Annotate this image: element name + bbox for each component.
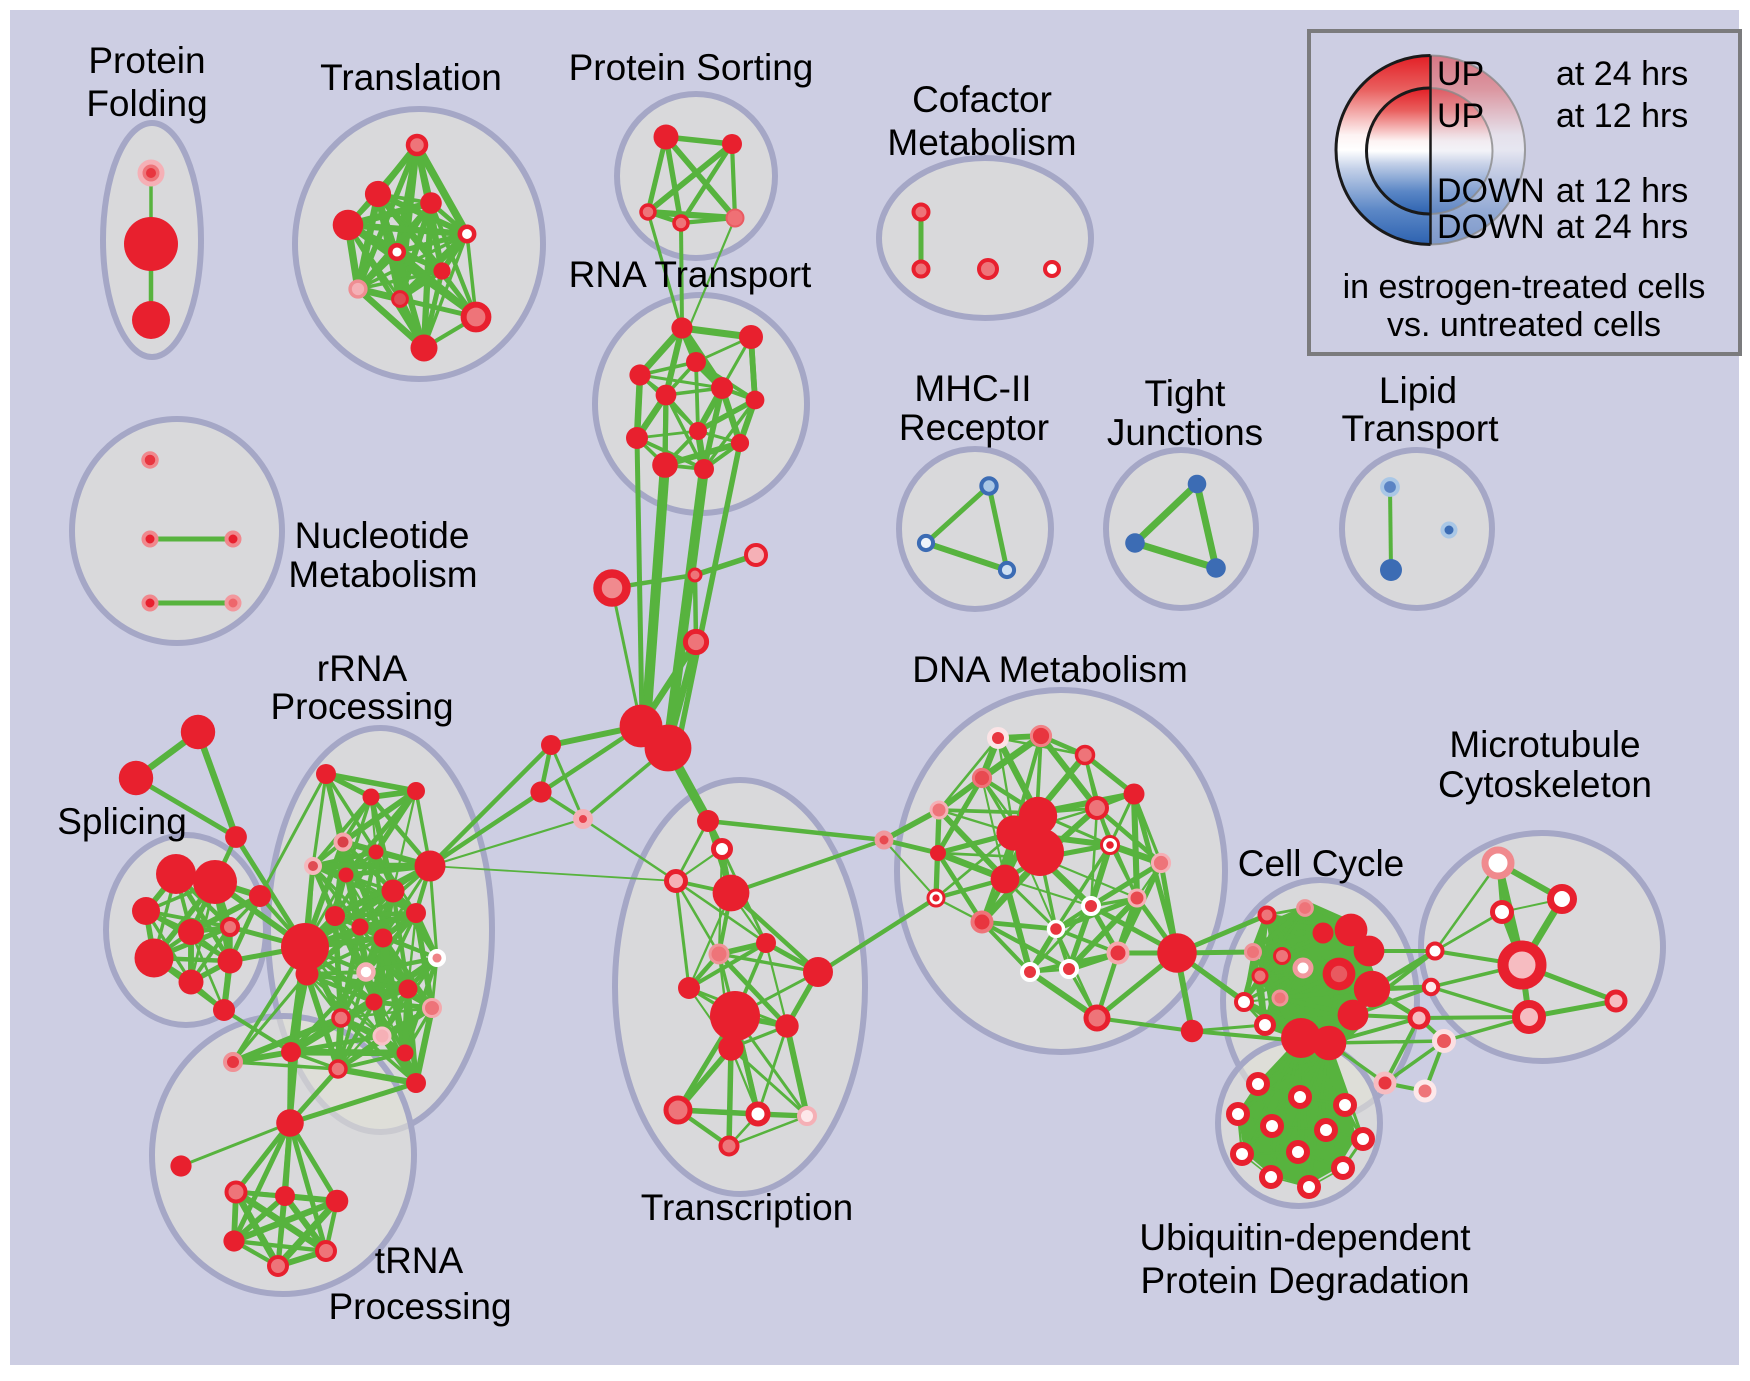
svg-text:tRNA: tRNA [375, 1240, 464, 1281]
svg-text:Splicing: Splicing [57, 801, 187, 842]
svg-text:Ubiquitin-dependent: Ubiquitin-dependent [1139, 1217, 1471, 1258]
svg-text:Folding: Folding [86, 83, 207, 124]
svg-text:Protein: Protein [88, 40, 205, 81]
svg-text:at 24 hrs: at 24 hrs [1556, 55, 1688, 93]
svg-text:Metabolism: Metabolism [887, 122, 1076, 163]
svg-text:Tight: Tight [1145, 373, 1227, 414]
svg-text:Nucleotide: Nucleotide [295, 515, 470, 556]
svg-text:at 12 hrs: at 12 hrs [1556, 97, 1688, 135]
svg-text:in estrogen-treated cells: in estrogen-treated cells [1343, 268, 1706, 306]
svg-text:Protein Degradation: Protein Degradation [1140, 1260, 1469, 1301]
svg-text:Transport: Transport [1342, 408, 1500, 449]
svg-text:Receptor: Receptor [899, 407, 1049, 448]
svg-text:vs. untreated cells: vs. untreated cells [1387, 306, 1661, 344]
svg-text:at 12 hrs: at 12 hrs [1556, 172, 1688, 210]
svg-text:MHC-II: MHC-II [914, 368, 1031, 409]
svg-text:Metabolism: Metabolism [288, 554, 477, 595]
svg-text:Translation: Translation [320, 57, 502, 98]
svg-text:Cofactor: Cofactor [912, 79, 1052, 120]
svg-text:Cytoskeleton: Cytoskeleton [1438, 764, 1652, 805]
svg-text:Protein Sorting: Protein Sorting [569, 47, 814, 88]
svg-text:Microtubule: Microtubule [1449, 724, 1640, 765]
svg-text:RNA Transport: RNA Transport [569, 254, 812, 295]
svg-text:Cell Cycle: Cell Cycle [1238, 843, 1405, 884]
svg-text:at 24 hrs: at 24 hrs [1556, 208, 1688, 246]
svg-text:UP: UP [1437, 97, 1484, 135]
svg-text:DOWN: DOWN [1437, 208, 1545, 246]
svg-text:UP: UP [1437, 55, 1484, 93]
svg-text:Processing: Processing [270, 686, 453, 727]
svg-text:Transcription: Transcription [641, 1187, 853, 1228]
svg-text:Processing: Processing [328, 1286, 511, 1327]
svg-text:DOWN: DOWN [1437, 172, 1545, 210]
svg-text:Junctions: Junctions [1107, 412, 1263, 453]
svg-text:rRNA: rRNA [317, 648, 408, 689]
svg-text:Lipid: Lipid [1379, 370, 1457, 411]
svg-text:DNA Metabolism: DNA Metabolism [912, 649, 1188, 690]
